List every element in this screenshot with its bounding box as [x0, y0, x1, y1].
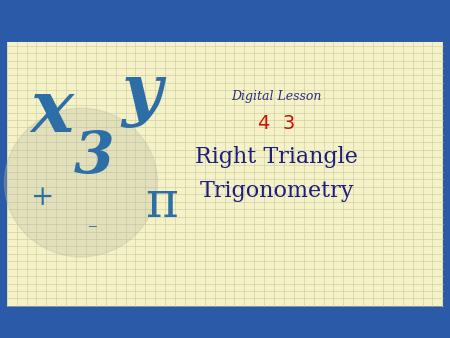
Ellipse shape: [4, 108, 158, 257]
Text: y: y: [122, 61, 162, 128]
Text: –: –: [87, 217, 97, 236]
Text: Digital Lesson: Digital Lesson: [232, 90, 322, 103]
Text: Right Triangle: Right Triangle: [195, 146, 358, 168]
Text: Trigonometry: Trigonometry: [199, 180, 354, 202]
Text: +: +: [31, 184, 54, 211]
Text: π: π: [146, 178, 178, 227]
Bar: [7, 42, 443, 306]
Text: 3: 3: [74, 129, 115, 186]
Text: 4  3: 4 3: [258, 114, 295, 133]
Text: x: x: [30, 76, 73, 147]
